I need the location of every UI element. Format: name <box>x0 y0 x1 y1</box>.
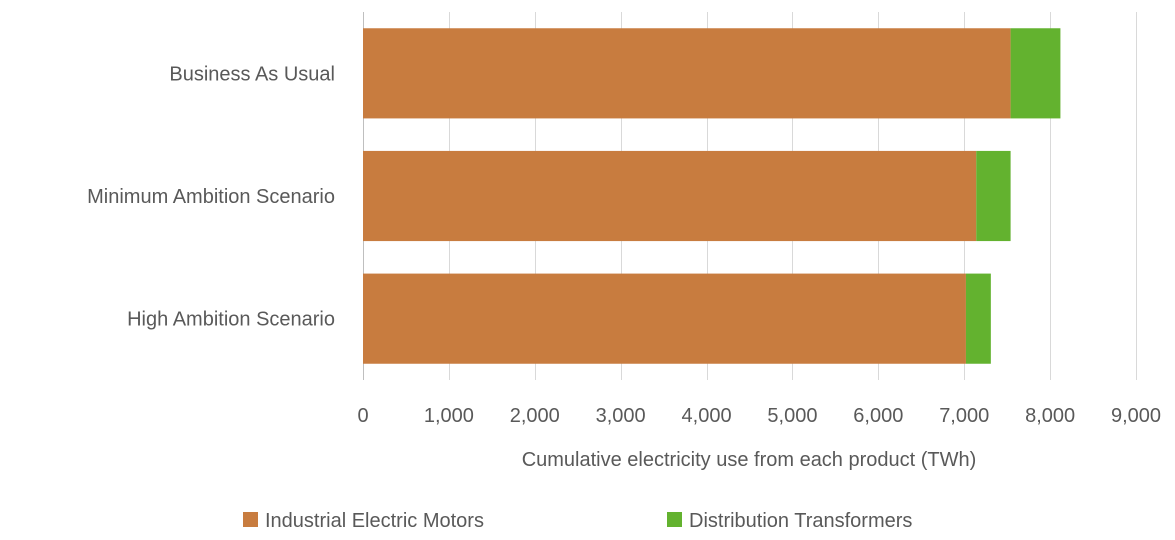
category-label: Business As Usual <box>169 63 335 85</box>
category-label: Minimum Ambition Scenario <box>87 186 335 208</box>
category-label: High Ambition Scenario <box>127 309 335 331</box>
legend-swatch <box>243 512 258 527</box>
x-tick-label: 8,000 <box>1025 405 1075 427</box>
bar-industrial-electric-motors <box>363 28 1011 119</box>
legend-label: Distribution Transformers <box>689 510 912 532</box>
x-tick-label: 3,000 <box>596 405 646 427</box>
x-tick-label: 7,000 <box>939 405 989 427</box>
legend: Industrial Electric Motors Distribution T… <box>243 510 912 532</box>
legend-swatch <box>667 512 682 527</box>
bars <box>363 28 1061 364</box>
x-tick-label: 4,000 <box>682 405 732 427</box>
x-tick-label: 5,000 <box>767 405 817 427</box>
bar-industrial-electric-motors <box>363 150 977 242</box>
x-tick-label: 2,000 <box>510 405 560 427</box>
category-labels: Business As Usual Minimum Ambition Scenar… <box>87 63 335 330</box>
bar-distribution-transformers <box>1010 28 1061 119</box>
x-tick-label: 0 <box>357 405 368 427</box>
x-tick-label: 9,000 <box>1111 405 1161 427</box>
x-tick-labels: 0 1,000 2,000 3,000 4,000 5,000 6,000 7,000 8,00… <box>357 405 1161 427</box>
x-tick-label: 6,000 <box>853 405 903 427</box>
bar-distribution-transformers <box>976 150 1011 242</box>
bar-distribution-transformers <box>965 273 991 364</box>
legend-label: Industrial Electric Motors <box>265 510 484 532</box>
x-axis-title: Cumulative electricity use from each pro… <box>522 449 977 471</box>
bar-industrial-electric-motors <box>363 273 966 364</box>
x-tick-label: 1,000 <box>424 405 474 427</box>
